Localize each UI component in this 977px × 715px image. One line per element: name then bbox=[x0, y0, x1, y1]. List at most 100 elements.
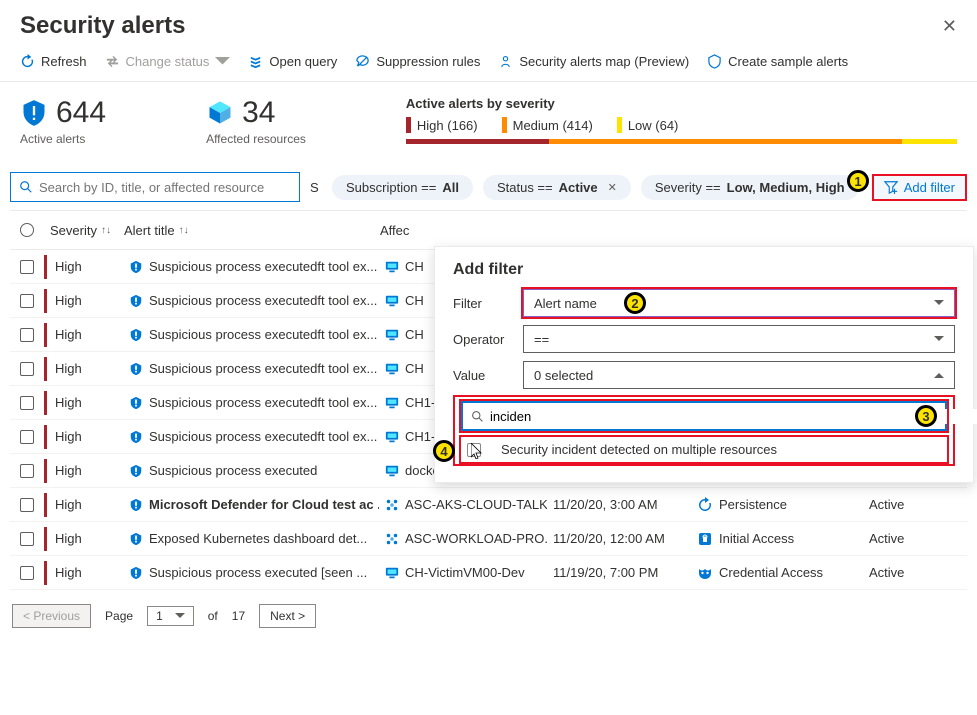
vm-icon bbox=[385, 328, 399, 342]
row-checkbox[interactable] bbox=[20, 328, 34, 342]
alerts-map-label: Security alerts map (Preview) bbox=[519, 54, 689, 69]
close-icon[interactable]: ✕ bbox=[942, 16, 957, 37]
legend-high-label: High (166) bbox=[417, 118, 478, 133]
row-select[interactable] bbox=[10, 362, 44, 376]
cell-title: Suspicious process executedft tool ex... bbox=[123, 259, 379, 274]
table-row[interactable]: HighSuspicious process executed [seen ..… bbox=[10, 556, 967, 590]
value-search-input[interactable] bbox=[490, 409, 977, 424]
next-button[interactable]: Next > bbox=[259, 604, 316, 628]
table-row[interactable]: HighMicrosoft Defender for Cloud test ac… bbox=[10, 488, 967, 522]
chip-status-value: Active bbox=[559, 180, 598, 195]
change-status-button[interactable]: Change status bbox=[105, 54, 231, 69]
add-filter-label: Add filter bbox=[904, 180, 955, 195]
col-resource[interactable]: Affec bbox=[374, 223, 542, 238]
chip-subscription[interactable]: Subscription == All bbox=[332, 175, 473, 200]
col-severity[interactable]: Severity↑↓ bbox=[44, 223, 118, 238]
prev-button[interactable]: < Previous bbox=[12, 604, 91, 628]
search-box[interactable] bbox=[10, 172, 300, 202]
legend-low-label: Low (64) bbox=[628, 118, 679, 133]
row-checkbox[interactable] bbox=[20, 294, 34, 308]
chip-sev-value: Low, Medium, High bbox=[727, 180, 845, 195]
cell-title: Suspicious process executed [seen ... bbox=[123, 565, 379, 580]
affected-resources-label: Affected resources bbox=[206, 132, 306, 146]
row-select[interactable] bbox=[10, 430, 44, 444]
row-select[interactable] bbox=[10, 498, 44, 512]
toolbar: Refresh Change status Open query Suppres… bbox=[0, 44, 977, 82]
chip-status-label: Status == bbox=[497, 180, 553, 195]
row-checkbox[interactable] bbox=[20, 498, 34, 512]
filter-select-value: Alert name bbox=[534, 296, 597, 311]
chip-status-remove-icon[interactable]: ✕ bbox=[608, 181, 617, 194]
alerts-map-button[interactable]: Security alerts map (Preview) bbox=[498, 54, 689, 69]
cell-severity: High bbox=[49, 361, 123, 376]
value-select[interactable]: 0 selected bbox=[523, 361, 955, 389]
search-input[interactable] bbox=[39, 180, 291, 195]
shield-info-icon bbox=[129, 294, 143, 308]
add-filter-button[interactable]: Add filter bbox=[872, 174, 967, 201]
severity-indicator bbox=[44, 493, 47, 517]
sample-icon bbox=[707, 54, 722, 69]
severity-indicator bbox=[44, 323, 47, 347]
col-select[interactable] bbox=[10, 223, 44, 237]
of-word: of bbox=[208, 609, 218, 623]
dropdown-option[interactable]: Security incident detected on multiple r… bbox=[461, 437, 947, 462]
sample-alerts-button[interactable]: Create sample alerts bbox=[707, 54, 848, 69]
row-select[interactable] bbox=[10, 260, 44, 274]
vm-icon bbox=[385, 396, 399, 410]
refresh-button[interactable]: Refresh bbox=[20, 54, 87, 69]
row-select[interactable] bbox=[10, 328, 44, 342]
open-query-button[interactable]: Open query bbox=[248, 54, 337, 69]
aks-icon bbox=[385, 498, 399, 512]
shield-info-icon bbox=[129, 396, 143, 410]
filter-icon bbox=[884, 180, 898, 194]
page-select[interactable]: 1 bbox=[147, 606, 194, 626]
row-checkbox[interactable] bbox=[20, 430, 34, 444]
popup-title: Add filter bbox=[453, 261, 955, 279]
suppression-button[interactable]: Suppression rules bbox=[355, 54, 480, 69]
vm-icon bbox=[385, 464, 399, 478]
table-header: Severity↑↓ Alert title↑↓ Affec bbox=[10, 210, 967, 250]
severity-bar bbox=[406, 139, 957, 144]
chip-severity[interactable]: Severity == Low, Medium, High bbox=[641, 175, 859, 200]
row-select[interactable] bbox=[10, 532, 44, 546]
cell-time: 11/19/20, 7:00 PM bbox=[547, 565, 691, 580]
shield-icon bbox=[20, 99, 48, 127]
severity-bar-medium bbox=[549, 139, 902, 144]
row-checkbox[interactable] bbox=[20, 362, 34, 376]
select-all-checkbox[interactable] bbox=[20, 223, 34, 237]
row-checkbox[interactable] bbox=[20, 464, 34, 478]
chevron-down-icon bbox=[934, 300, 944, 306]
page-word: Page bbox=[105, 609, 133, 623]
change-status-label: Change status bbox=[126, 54, 210, 69]
credential-access-icon bbox=[697, 565, 713, 581]
row-select[interactable] bbox=[10, 566, 44, 580]
col-title[interactable]: Alert title↑↓ bbox=[118, 223, 374, 238]
query-icon bbox=[248, 54, 263, 69]
value-search[interactable]: 3 bbox=[461, 401, 947, 431]
cell-severity: High bbox=[49, 565, 123, 580]
severity-bar-low bbox=[902, 139, 957, 144]
row-checkbox[interactable] bbox=[20, 260, 34, 274]
row-checkbox[interactable] bbox=[20, 396, 34, 410]
chip-status[interactable]: Status == Active ✕ bbox=[483, 175, 631, 200]
table-row[interactable]: HighExposed Kubernetes dashboard det...A… bbox=[10, 522, 967, 556]
callout-2: 2 bbox=[624, 292, 646, 314]
suppression-label: Suppression rules bbox=[376, 54, 480, 69]
row-select[interactable] bbox=[10, 294, 44, 308]
cell-severity: High bbox=[49, 531, 123, 546]
cell-severity: High bbox=[49, 327, 123, 342]
cell-title: Suspicious process executedft tool ex... bbox=[123, 327, 379, 342]
refresh-label: Refresh bbox=[41, 54, 87, 69]
cell-status: Active bbox=[863, 565, 923, 580]
row-checkbox[interactable] bbox=[20, 532, 34, 546]
row-select[interactable] bbox=[10, 464, 44, 478]
cell-title: Suspicious process executedft tool ex... bbox=[123, 395, 379, 410]
search-icon bbox=[471, 410, 484, 423]
cell-tactic: Credential Access bbox=[691, 565, 863, 581]
row-select[interactable] bbox=[10, 396, 44, 410]
row-checkbox[interactable] bbox=[20, 566, 34, 580]
filter-select[interactable]: Alert name 2 bbox=[523, 289, 955, 317]
operator-select[interactable]: == bbox=[523, 325, 955, 353]
vm-icon bbox=[385, 566, 399, 580]
severity-indicator bbox=[44, 527, 47, 551]
